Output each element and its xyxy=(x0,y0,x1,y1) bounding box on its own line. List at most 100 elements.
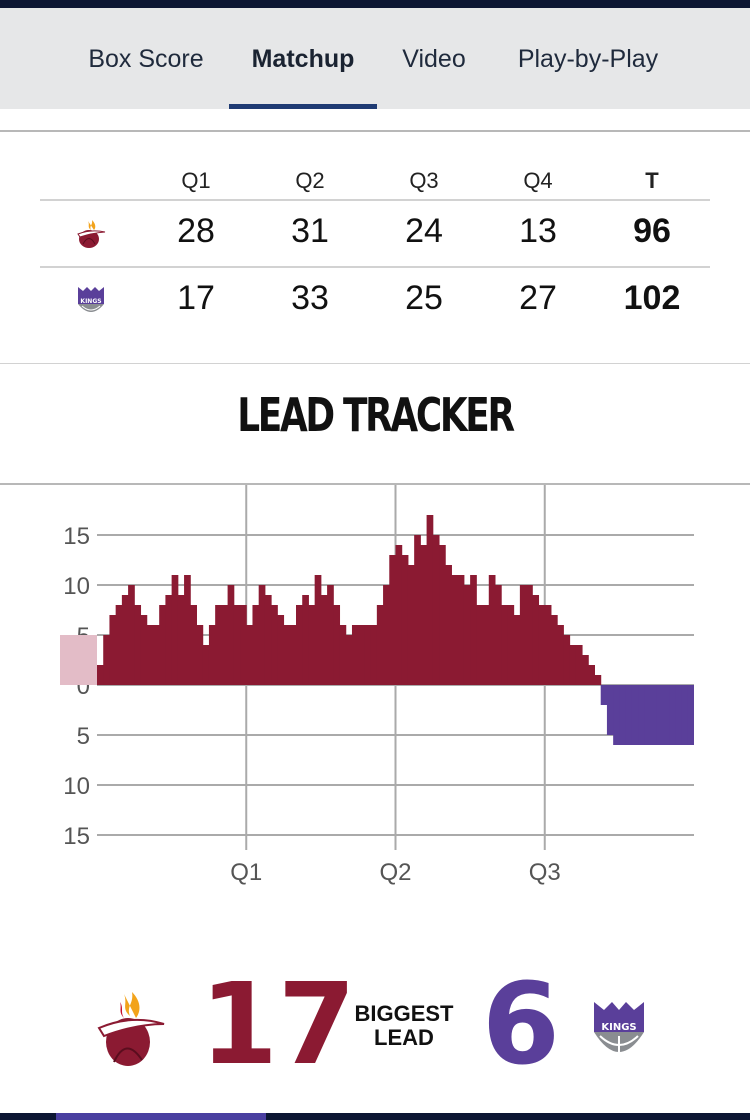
heat-lead-bar xyxy=(97,665,104,685)
heat-lead-bar xyxy=(575,645,583,685)
heat-lead-bar xyxy=(345,635,353,685)
heat-lead-bar xyxy=(532,595,540,685)
heat-lead-bar xyxy=(376,605,384,685)
heat-lead-bar xyxy=(526,585,533,685)
heat-lead-bar xyxy=(240,605,247,685)
top-bar xyxy=(0,0,750,8)
header-q3: Q3 xyxy=(409,168,439,193)
kings-q4-score: 27 xyxy=(519,279,557,317)
y-tick-label: 15 xyxy=(63,523,90,550)
biggest-lead-label: BIGGEST LEAD xyxy=(345,1002,463,1050)
bottom-bar xyxy=(0,1113,750,1120)
heat-lead-bar xyxy=(482,605,490,685)
heat-lead-bar xyxy=(414,535,421,685)
kings-lead-bar xyxy=(687,685,694,745)
bottom-bar-highlight xyxy=(56,1113,266,1120)
heat-lead-bar xyxy=(389,555,396,685)
heat-lead-bar xyxy=(190,605,197,685)
kings-lead-bar xyxy=(656,685,664,745)
heat-lead-bar xyxy=(538,605,546,685)
heat-lead-bar xyxy=(184,575,191,685)
heat-lead-bar xyxy=(227,585,235,685)
heat-lead-bar xyxy=(215,605,222,685)
tab-bar: Box Score Matchup Video Play-by-Play xyxy=(0,8,750,109)
x-tick-label: Q2 xyxy=(379,859,411,886)
heat-lead-bar xyxy=(519,585,527,685)
header-q2: Q2 xyxy=(295,168,325,193)
heat-q3-score: 24 xyxy=(405,212,443,250)
heat-lead-bar xyxy=(140,615,148,685)
heat-lead-bar xyxy=(196,625,204,685)
header-q4: Q4 xyxy=(523,168,553,193)
y-tick-label: 5 xyxy=(77,723,90,750)
heat-lead-bar xyxy=(445,565,452,685)
heat-lead-bar xyxy=(103,635,110,685)
tab-video[interactable]: Video xyxy=(402,45,466,73)
section-divider xyxy=(0,130,750,132)
heat-lead-bar xyxy=(439,545,446,685)
kings-lead-bar xyxy=(600,685,608,705)
tab-play-by-play[interactable]: Play-by-Play xyxy=(517,45,659,73)
heat-lead-bar xyxy=(370,625,378,685)
biggest-lead-label-line1: BIGGEST xyxy=(354,1001,454,1026)
heat-lead-bar xyxy=(395,545,403,685)
biggest-lead-section: 17 BIGGEST LEAD 6 KINGS xyxy=(0,960,750,1090)
kings-logo-icon: KINGS xyxy=(594,1002,644,1060)
heat-lead-bar xyxy=(495,585,502,685)
kings-lead-bar xyxy=(638,685,645,745)
heat-lead-bar xyxy=(420,545,428,685)
svg-text:KINGS: KINGS xyxy=(80,298,101,305)
heat-lead-bar xyxy=(296,605,303,685)
heat-lead-bar xyxy=(264,595,272,685)
y-tick-label: 15 xyxy=(63,823,90,850)
svg-text:KINGS: KINGS xyxy=(601,1022,636,1033)
heat-lead-bar xyxy=(476,605,484,685)
heat-lead-bar xyxy=(451,575,459,685)
kings-lead-bar xyxy=(675,685,683,745)
heat-lead-bar xyxy=(134,605,142,685)
heat-lead-bar xyxy=(171,575,179,685)
heat-lead-bar xyxy=(513,615,521,685)
heat-lead-bar xyxy=(109,615,117,685)
heat-lead-bar xyxy=(407,565,415,685)
heat-lead-bar xyxy=(544,605,552,685)
y-tick-label: 10 xyxy=(63,573,90,600)
heat-lead-bar xyxy=(333,605,341,685)
heat-lead-bar xyxy=(327,585,334,685)
heat-lead-bar xyxy=(339,625,347,685)
active-tab-indicator xyxy=(229,104,377,109)
heat-lead-bar xyxy=(165,595,173,685)
tab-box-score[interactable]: Box Score xyxy=(88,45,204,73)
kings-lead-bar xyxy=(681,685,689,745)
kings-lead-bar xyxy=(662,685,670,745)
lead-tracker-chart: 15105051015Q1Q2Q3 xyxy=(60,485,694,886)
heat-lead-bar xyxy=(233,605,241,685)
heat-total-score: 96 xyxy=(633,212,671,250)
heat-lead-bar xyxy=(351,625,359,685)
tab-matchup[interactable]: Matchup xyxy=(251,45,355,73)
heat-lead-bar xyxy=(588,665,595,685)
kings-q2-score: 33 xyxy=(291,279,329,317)
heat-lead-bar xyxy=(488,575,496,685)
heat-lead-bar xyxy=(152,625,160,685)
heat-lead-bar xyxy=(557,625,564,685)
heat-lead-bar xyxy=(221,605,229,685)
kings-total-score: 102 xyxy=(623,279,681,317)
heat-logo-icon xyxy=(97,992,165,1066)
heat-biggest-lead: 17 xyxy=(200,960,356,1090)
heat-lead-bar xyxy=(121,595,129,685)
heat-lead-bar xyxy=(208,625,216,685)
heat-lead-bar xyxy=(289,625,297,685)
biggest-lead-label-line2: LEAD xyxy=(374,1025,434,1050)
kings-lead-bar xyxy=(644,685,651,745)
header-q1: Q1 xyxy=(181,168,211,193)
heat-lead-bar xyxy=(457,575,465,685)
heat-lead-bar xyxy=(320,595,328,685)
kings-lead-bar xyxy=(625,685,633,745)
heat-lead-bar xyxy=(177,595,185,685)
heat-lead-bar xyxy=(159,605,166,685)
heat-lead-bar xyxy=(246,625,253,685)
heat-lead-bar xyxy=(146,625,154,685)
heat-lead-bar xyxy=(383,585,390,685)
heat-lead-bar xyxy=(308,605,316,685)
